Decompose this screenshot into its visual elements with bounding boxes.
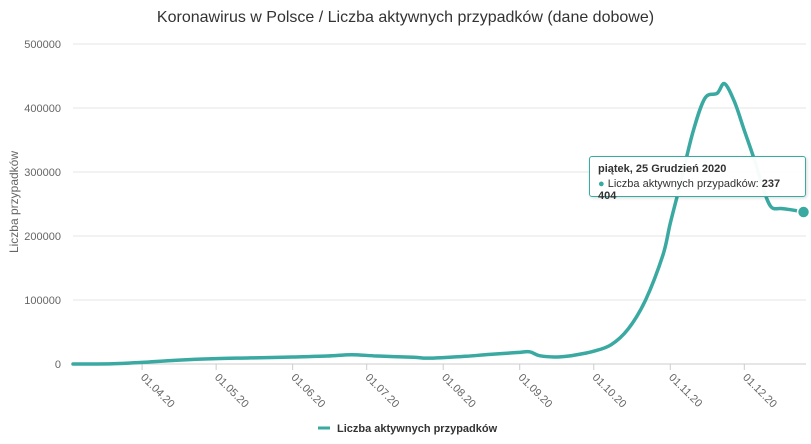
y-tick-label: 300000 bbox=[24, 167, 61, 179]
legend[interactable]: Liczba aktywnych przypadków bbox=[318, 423, 498, 435]
x-tick-label: 01.08.20 bbox=[439, 372, 478, 411]
tooltip-value: 237 404 bbox=[598, 178, 781, 202]
x-tick-label: 01.09.20 bbox=[516, 372, 555, 411]
chart-title: Koronawirus w Polsce / Liczba aktywnych … bbox=[156, 9, 655, 26]
y-axis-label: Liczba przypadków bbox=[7, 151, 21, 253]
series-line[interactable] bbox=[71, 81, 806, 366]
x-ticks: 01.04.20 01.05.20 01.06.20 01.07.20 01.08.20… bbox=[138, 364, 779, 410]
tooltip: piątek, 25 Grudzień 2020 ● Liczba aktywn… bbox=[589, 156, 806, 202]
y-tick-label: 0 bbox=[55, 359, 61, 371]
x-tick-label: 01.11.20 bbox=[666, 372, 704, 410]
y-tick-label: 500000 bbox=[24, 39, 61, 51]
tooltip-series-label: Liczba aktywnych przypadków: bbox=[607, 178, 759, 190]
tooltip-bullet-icon: ● bbox=[598, 178, 605, 190]
hover-point-marker[interactable] bbox=[796, 205, 811, 219]
x-tick-label: 01.04.20 bbox=[138, 372, 177, 411]
x-tick-label: 01.06.20 bbox=[289, 372, 328, 411]
tooltip-date: piątek, 25 Grudzień 2020 bbox=[598, 163, 727, 175]
y-tick-label: 400000 bbox=[24, 103, 61, 115]
x-tick-label: 01.07.20 bbox=[363, 372, 402, 411]
y-tick-label: 100000 bbox=[24, 295, 61, 307]
x-tick-label: 01.10.20 bbox=[590, 372, 629, 411]
y-ticks: 0 100000 200000 300000 400000 500000 bbox=[24, 39, 61, 371]
grid-layer bbox=[73, 43, 806, 365]
x-tick-label: 01.12.20 bbox=[740, 372, 779, 411]
x-tick-label: 01.05.20 bbox=[212, 372, 251, 411]
legend-item-label[interactable]: Liczba aktywnych przypadków bbox=[337, 423, 498, 435]
y-tick-label: 200000 bbox=[24, 231, 61, 243]
series-layer bbox=[71, 81, 811, 366]
